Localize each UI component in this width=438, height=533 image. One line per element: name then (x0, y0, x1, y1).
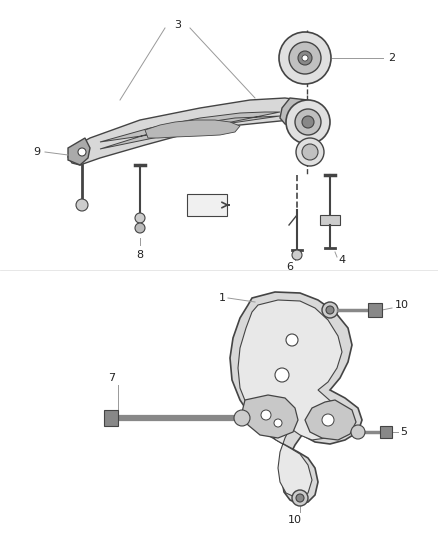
Polygon shape (68, 138, 90, 165)
Text: 7: 7 (109, 373, 116, 383)
Circle shape (296, 494, 304, 502)
Circle shape (322, 302, 338, 318)
Text: 5: 5 (400, 427, 407, 437)
Polygon shape (104, 410, 118, 426)
Polygon shape (280, 98, 315, 126)
Text: 3: 3 (174, 20, 181, 30)
Circle shape (322, 414, 334, 426)
Polygon shape (145, 120, 240, 138)
Circle shape (295, 107, 305, 117)
Circle shape (78, 148, 86, 156)
Text: 2: 2 (388, 53, 395, 63)
Polygon shape (242, 395, 298, 438)
Circle shape (76, 199, 88, 211)
Circle shape (135, 213, 145, 223)
Text: 10: 10 (395, 300, 409, 310)
Circle shape (289, 42, 321, 74)
Polygon shape (305, 400, 356, 440)
Polygon shape (320, 215, 340, 225)
Circle shape (135, 223, 145, 233)
Circle shape (286, 100, 330, 144)
Circle shape (274, 419, 282, 427)
Polygon shape (68, 98, 305, 165)
FancyBboxPatch shape (187, 194, 227, 216)
Polygon shape (380, 426, 392, 438)
Circle shape (302, 55, 308, 61)
Circle shape (275, 368, 289, 382)
Text: 6: 6 (286, 262, 293, 272)
Circle shape (261, 410, 271, 420)
Circle shape (302, 116, 314, 128)
Text: 1: 1 (219, 293, 226, 303)
Text: 9: 9 (33, 147, 40, 157)
Circle shape (326, 306, 334, 314)
Circle shape (279, 32, 331, 84)
Polygon shape (230, 292, 362, 504)
Text: 10: 10 (288, 515, 302, 525)
Circle shape (296, 138, 324, 166)
Text: 4: 4 (338, 255, 345, 265)
Polygon shape (368, 303, 382, 317)
Circle shape (234, 410, 250, 426)
Circle shape (351, 425, 365, 439)
Polygon shape (100, 112, 280, 149)
Circle shape (302, 144, 318, 160)
Polygon shape (238, 300, 342, 498)
Circle shape (298, 51, 312, 65)
Text: 8: 8 (137, 250, 144, 260)
Circle shape (292, 490, 308, 506)
Circle shape (292, 250, 302, 260)
Circle shape (286, 334, 298, 346)
Circle shape (295, 109, 321, 135)
Text: FWD: FWD (192, 200, 212, 209)
